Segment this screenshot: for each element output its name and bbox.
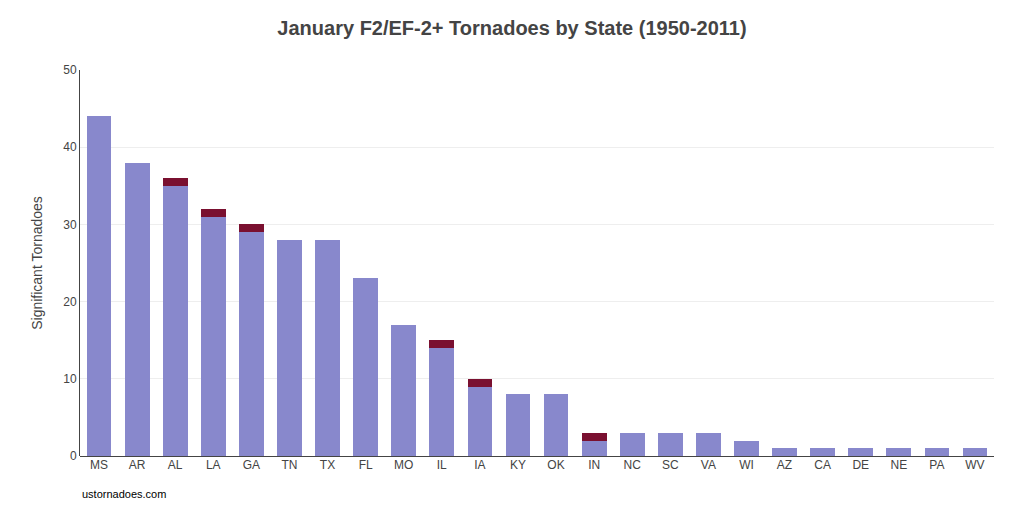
svg-text:FL: FL bbox=[359, 458, 373, 472]
svg-text:AL: AL bbox=[168, 458, 183, 472]
svg-text:50: 50 bbox=[63, 63, 77, 77]
svg-text:AZ: AZ bbox=[777, 458, 792, 472]
svg-text:OK: OK bbox=[547, 458, 564, 472]
svg-text:VA: VA bbox=[701, 458, 716, 472]
svg-text:IN: IN bbox=[588, 458, 600, 472]
svg-text:CA: CA bbox=[814, 458, 831, 472]
svg-text:GA: GA bbox=[243, 458, 260, 472]
svg-text:0: 0 bbox=[70, 449, 77, 463]
svg-text:January F2/EF-2+ Tornadoes by: January F2/EF-2+ Tornadoes by State (195… bbox=[277, 17, 746, 39]
svg-text:40: 40 bbox=[63, 140, 77, 154]
svg-text:DE: DE bbox=[852, 458, 869, 472]
svg-text:NE: NE bbox=[890, 458, 907, 472]
svg-text:TX: TX bbox=[320, 458, 335, 472]
svg-text:AR: AR bbox=[129, 458, 146, 472]
svg-text:20: 20 bbox=[63, 295, 77, 309]
svg-text:KY: KY bbox=[510, 458, 526, 472]
svg-text:WI: WI bbox=[739, 458, 754, 472]
svg-text:WV: WV bbox=[965, 458, 984, 472]
svg-text:IA: IA bbox=[474, 458, 485, 472]
svg-text:MO: MO bbox=[394, 458, 413, 472]
svg-text:TN: TN bbox=[281, 458, 297, 472]
svg-text:MS: MS bbox=[90, 458, 108, 472]
svg-text:ustornadoes.com: ustornadoes.com bbox=[82, 488, 166, 500]
svg-text:10: 10 bbox=[63, 372, 77, 386]
svg-text:LA: LA bbox=[206, 458, 221, 472]
svg-text:IL: IL bbox=[437, 458, 447, 472]
svg-text:PA: PA bbox=[929, 458, 944, 472]
svg-text:SC: SC bbox=[662, 458, 679, 472]
svg-text:30: 30 bbox=[63, 218, 77, 232]
svg-text:Significant Tornadoes: Significant Tornadoes bbox=[29, 196, 45, 330]
svg-text:NC: NC bbox=[624, 458, 642, 472]
